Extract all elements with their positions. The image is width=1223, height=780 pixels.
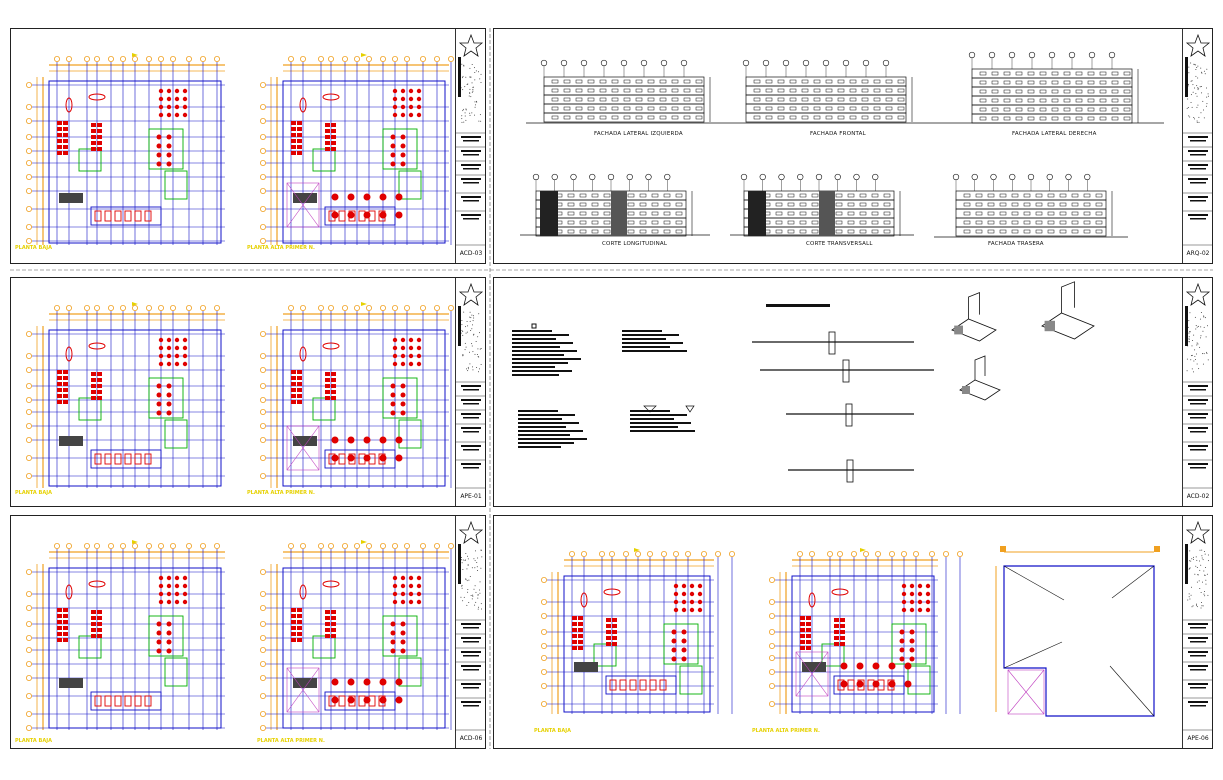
elevation-label-4: CORTE LONGITUDINAL bbox=[602, 241, 668, 247]
floor-plans-drawing bbox=[25, 53, 454, 245]
plan-label-left: PLANTA BAJA bbox=[15, 738, 52, 744]
elevation-label-2: FACHADA FRONTAL bbox=[810, 131, 866, 137]
plan-label-right: PLANTA ALTA PRIMER N. bbox=[752, 728, 820, 734]
floor-plans-drawing bbox=[25, 302, 454, 488]
floor-plans-drawing bbox=[25, 540, 454, 731]
plan-label-left: PLANTA BAJA bbox=[15, 245, 52, 251]
sheet-code: ACD-06 bbox=[459, 735, 483, 742]
sheet-ape-06: PLANTA BAJA PLANTA ALTA PRIMER N. APE-06 bbox=[493, 515, 1213, 749]
sheet-code: ACD-03 bbox=[459, 250, 483, 257]
elevation-label-1: FACHADA LATERAL IZQUIERDA bbox=[594, 131, 683, 137]
sheet-acd-02: ACD-02 bbox=[493, 277, 1213, 507]
details-drawing bbox=[512, 281, 1095, 483]
sheet-code: ARQ-02 bbox=[1186, 250, 1210, 257]
title-block: APE-06 bbox=[1182, 516, 1212, 748]
elevation-label-5: CORTE TRANSVERSALL bbox=[806, 241, 873, 247]
title-block: ACD-06 bbox=[455, 516, 485, 748]
title-block: APE-01 bbox=[455, 278, 485, 506]
elevation-label-3: FACHADA LATERAL DERECHA bbox=[1012, 131, 1097, 137]
sheet-acd-06: PLANTA BAJA PLANTA ALTA PRIMER N. ACD-06 bbox=[10, 515, 486, 749]
sheet-code: APE-06 bbox=[1187, 735, 1209, 742]
plan-label-left: PLANTA BAJA bbox=[15, 490, 52, 496]
title-block: ACD-03 bbox=[455, 29, 485, 263]
floor-plans-and-roof-drawing bbox=[540, 546, 1160, 717]
title-block: ARQ-02 bbox=[1182, 29, 1212, 263]
plan-label-right: PLANTA ALTA PRIMER N. bbox=[247, 490, 315, 496]
sheet-acd-03: PLANTA BAJA PLANTA ALTA PRIMER N. ACD-03 bbox=[10, 28, 486, 264]
sheet-code: APE-01 bbox=[460, 493, 482, 500]
elevations-drawing bbox=[520, 51, 1164, 238]
elevation-label-6: FACHADA TRASERA bbox=[988, 241, 1044, 247]
sheet-arq-02: FACHADA LATERAL IZQUIERDA FACHADA FRONTA… bbox=[493, 28, 1213, 264]
sheet-code: ACD-02 bbox=[1186, 493, 1210, 500]
plan-label-right: PLANTA ALTA PRIMER N. bbox=[257, 738, 325, 744]
plan-label-right: PLANTA ALTA PRIMER N. bbox=[247, 245, 315, 251]
sheet-ape-01: PLANTA BAJA PLANTA ALTA PRIMER N. APE-01 bbox=[10, 277, 486, 507]
plan-label-left: PLANTA BAJA bbox=[534, 728, 571, 734]
title-block: ACD-02 bbox=[1182, 278, 1212, 506]
